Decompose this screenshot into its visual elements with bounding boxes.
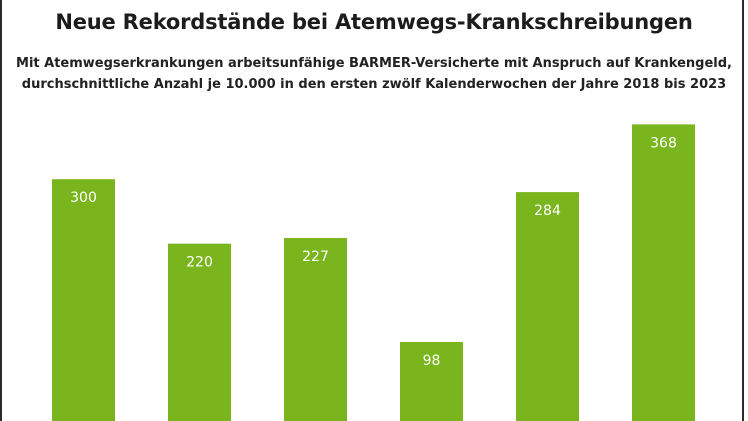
chart-subtitle-line-1: Mit Atemwegserkrankungen arbeitsunfähige… bbox=[16, 56, 732, 71]
bar-2021 bbox=[400, 342, 463, 421]
bar-2022 bbox=[516, 192, 579, 421]
data-label-2019: 220 bbox=[186, 255, 213, 271]
bar-2023 bbox=[632, 124, 695, 421]
data-label-2022: 284 bbox=[534, 203, 561, 219]
bar-2018 bbox=[52, 179, 115, 421]
data-label-2023: 368 bbox=[650, 135, 677, 151]
bar-2020 bbox=[284, 238, 347, 421]
chart-subtitle-line-2: durchschnittliche Anzahl je 10.000 in de… bbox=[21, 77, 727, 92]
bar-2019 bbox=[168, 243, 231, 421]
data-label-2021: 98 bbox=[423, 353, 441, 369]
data-label-2018: 300 bbox=[70, 190, 97, 206]
data-label-2020: 227 bbox=[302, 249, 329, 265]
chart-title: Neue Rekordstände bei Atemwegs-Krankschr… bbox=[55, 10, 693, 34]
